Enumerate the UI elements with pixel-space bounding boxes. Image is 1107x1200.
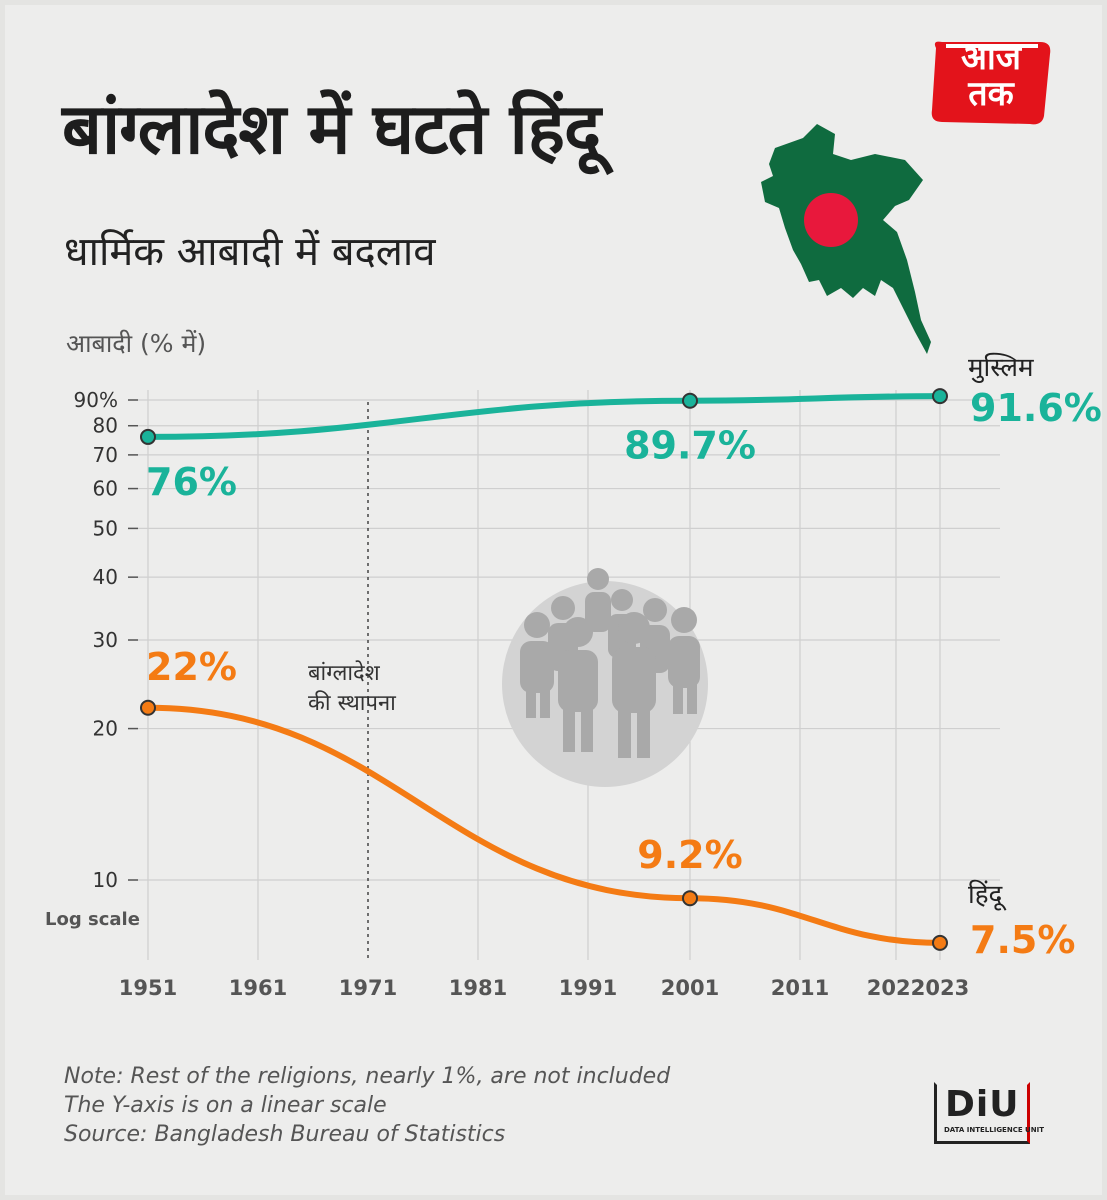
data-label: 7.5%: [970, 918, 1075, 962]
data-label: 91.6%: [970, 386, 1102, 430]
page-subtitle: धार्मिक आबादी में बदलाव: [64, 229, 436, 275]
source-line: Source: Bangladesh Bureau of Statistics: [64, 1122, 506, 1147]
people-group-icon: [502, 568, 708, 787]
diu-logo-text: DiU: [945, 1084, 1020, 1125]
aajtak-logo-icon: [931, 41, 1051, 125]
series-name-label: मुस्लिम: [968, 352, 1034, 383]
data-label: 22%: [146, 645, 237, 689]
y-tick-label: 10: [93, 868, 118, 892]
logo-line-2: तक: [968, 74, 1014, 114]
series-name-label: हिंदू: [968, 879, 1007, 911]
data-point: [682, 890, 698, 907]
note-line-1: Note: Rest of the religions, nearly 1%, …: [64, 1064, 671, 1089]
x-tick-label: 1971: [339, 976, 397, 1000]
note-line-2: The Y-axis is on a linear scale: [64, 1093, 387, 1118]
x-tick-label: 2022: [867, 976, 925, 1000]
chart-notes: Note: Rest of the religions, nearly 1%, …: [64, 1062, 670, 1149]
y-tick-label: 80: [93, 414, 118, 438]
data-point: [140, 699, 156, 716]
bangladesh-map-icon: [761, 124, 931, 354]
x-tick-label: 2001: [661, 976, 719, 1000]
x-tick-label: 1981: [449, 976, 507, 1000]
data-point: [932, 934, 948, 951]
diu-logo-subtext: DATA INTELLIGENCE UNIT: [944, 1126, 1044, 1134]
series-line: [145, 704, 943, 946]
y-tick-label: 90%: [74, 388, 118, 412]
y-tick-label: 60: [93, 477, 118, 501]
x-tick-label: 1991: [559, 976, 617, 1000]
y-tick-label: 30: [93, 628, 118, 652]
x-tick-label: 1961: [229, 976, 287, 1000]
data-point: [932, 388, 948, 405]
x-tick-label: 2023: [911, 976, 969, 1000]
data-point: [682, 392, 698, 409]
chart-series: 76% 89.7% 91.6%मुस्लिम 22% 9.2% 7.5% हिंदू: [140, 352, 1102, 962]
log-scale-note: Log scale: [45, 909, 140, 930]
x-tick-label: 1951: [119, 976, 177, 1000]
y-tick-label: 70: [93, 443, 118, 467]
aajtak-logo-text: आज तक: [934, 40, 1048, 112]
chart-axes: 90%80 70 60 50 40 30 20 10 Log scale 1951 1961 1971…: [45, 388, 969, 1000]
chart-annotation: बांग्लादेश की स्थापना: [308, 402, 396, 960]
series-line: [145, 393, 943, 440]
y-tick-label: 50: [93, 516, 118, 540]
independence-annotation-text: बांग्लादेश: [308, 660, 381, 686]
data-label: 9.2%: [637, 833, 742, 877]
logo-line-1: आज: [961, 38, 1021, 78]
data-label: 76%: [146, 460, 237, 504]
diu-logo-frame: [934, 1082, 1030, 1144]
page-title: बांग्लादेश में घटते हिंदू: [62, 88, 601, 170]
y-tick-label: 40: [93, 565, 118, 589]
data-label: 89.7%: [624, 424, 756, 468]
y-axis-label: आबादी (% में): [66, 329, 207, 358]
data-point: [140, 428, 156, 445]
x-tick-label: 2011: [771, 976, 829, 1000]
independence-annotation-text: की स्थापना: [308, 690, 396, 716]
y-tick-label: 20: [93, 717, 118, 741]
